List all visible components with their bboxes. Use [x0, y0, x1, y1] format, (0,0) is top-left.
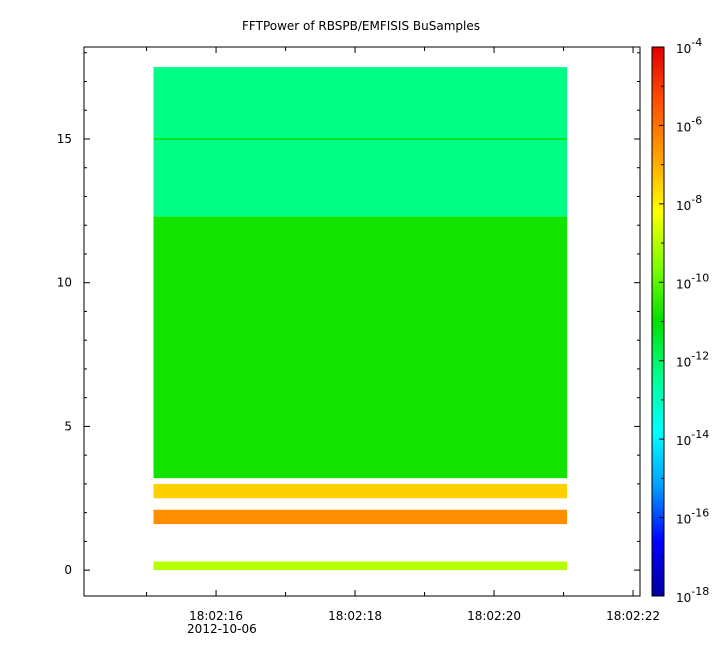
colorbar: 10-4 10-6 10-8 10-10 10-12 10-14 10-16 10-18 — [651, 36, 709, 605]
x-tick-label: 18:02:20 — [467, 609, 521, 623]
colorbar-tick-label: 10-8 — [676, 193, 702, 213]
spectrogram-band — [153, 67, 568, 217]
x-date-label: 2012-10-06 — [187, 622, 257, 636]
colorbar-tick-label: 10-4 — [676, 36, 702, 56]
spectrogram-data — [153, 67, 568, 571]
y-tick-label: 0 — [64, 563, 72, 577]
spectrogram-band — [153, 561, 568, 571]
x-tick-label: 18:02:18 — [328, 609, 382, 623]
x-axis: 18:02:16 18:02:18 18:02:20 18:02:22 2012-10-… — [146, 47, 660, 636]
x-tick-label: 18:02:16 — [189, 609, 243, 623]
y-tick-label: 5 — [64, 419, 72, 433]
colorbar-tick-label: 10-6 — [676, 114, 702, 134]
spectrogram-band — [153, 483, 568, 499]
colorbar-tick-label: 10-16 — [676, 507, 709, 527]
chart-title: FFTPower of RBSPB/EMFISIS BuSamples — [242, 19, 480, 33]
spectrogram-band — [153, 216, 568, 479]
y-axis: 0 5 10 15 — [57, 52, 640, 577]
colorbar-tick-label: 10-12 — [676, 350, 709, 370]
colorbar-tick-label: 10-10 — [676, 271, 709, 291]
colorbar-tick-label: 10-18 — [676, 585, 709, 605]
spectrogram-band — [153, 509, 568, 525]
y-tick-label: 15 — [57, 132, 72, 146]
colorbar-tick-label: 10-14 — [676, 428, 709, 448]
x-tick-label: 18:02:22 — [606, 609, 660, 623]
plot-area — [83, 46, 641, 597]
y-tick-label: 10 — [57, 276, 72, 290]
